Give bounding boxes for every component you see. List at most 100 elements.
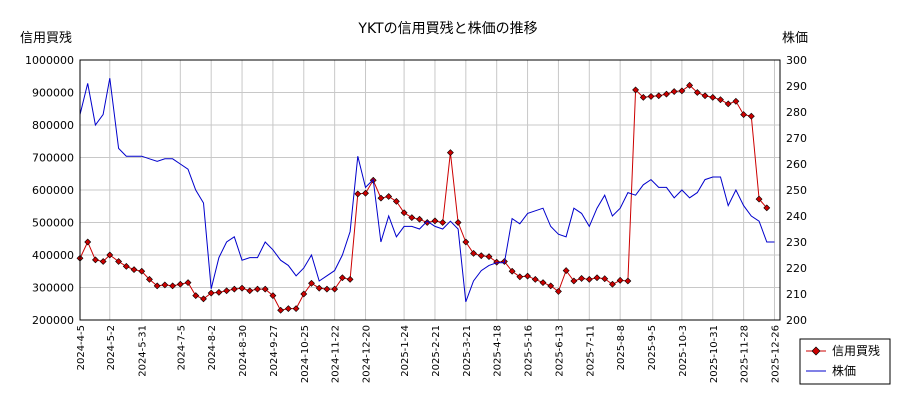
data-point [354,190,362,198]
y-left-tick-label: 900000 [32,87,74,100]
right-axis-title: 株価 [782,31,808,46]
x-tick-label: 2025-6-13 [554,325,565,377]
data-point [446,149,454,157]
y-right-tick-label: 200 [786,314,807,327]
chart-title: YKTの信用買残と株価の推移 [357,21,537,37]
x-tick-label: 2025-11-28 [740,325,751,383]
data-point [122,262,130,270]
data-point [99,258,107,265]
data-point [169,282,177,290]
y-left-tick-label: 500000 [32,217,74,230]
x-tick-label: 2024-5-2 [106,325,117,370]
data-point [647,92,655,100]
data-point [678,87,686,95]
data-point [207,289,215,297]
data-point [732,97,740,105]
y-right-tick-label: 260 [786,158,807,171]
data-point [462,238,470,246]
y-left-tick-label: 1000000 [25,54,74,67]
x-tick-label: 2025-10-3 [678,325,689,377]
y-left-tick-label: 600000 [32,184,74,197]
y-right-tick-label: 270 [786,132,807,145]
data-point [385,193,393,200]
x-tick-label: 2024-9-27 [269,325,280,377]
x-tick-label: 2025-8-8 [616,325,627,370]
data-point [215,288,223,296]
data-point [254,285,261,293]
legend-label-margin-buy: 信用買残 [832,344,880,358]
data-point [539,279,547,287]
data-point [161,281,169,289]
data-point [308,279,315,287]
data-point [454,219,462,226]
data-point [377,194,385,202]
data-point [338,274,346,282]
x-tick-label: 2024-12-20 [362,325,373,383]
data-point [431,217,439,225]
data-point [524,272,531,280]
data-point [609,280,616,288]
data-point [153,282,161,290]
x-tick-label: 2024-11-22 [331,325,342,383]
y-left-tick-label: 700000 [32,152,74,165]
x-tick-label: 2025-7-11 [585,325,596,377]
data-point [562,267,570,275]
data-point [655,92,663,100]
legend-label-stock-price: 株価 [832,363,856,378]
data-point [516,273,524,281]
data-point [763,204,771,212]
data-point [508,267,516,275]
data-point [686,81,694,89]
data-point [439,219,447,226]
data-point [485,253,493,261]
legend: 信用買残 株価 [799,338,891,385]
series-line-0 [79,84,768,311]
data-point [747,112,755,120]
left-axis-title: 信用買残 [20,31,72,46]
x-tick-label: 2024-8-2 [207,325,218,370]
data-point [624,277,632,285]
data-point [223,287,231,295]
y-left-tick-label: 200000 [32,314,74,327]
data-point [246,287,254,295]
plot-frame [79,59,781,321]
x-tick-label: 2025-4-18 [493,325,504,377]
data-point [555,287,562,295]
legend-box [799,338,891,385]
data-point [616,276,624,284]
legend-marker-margin-buy [811,346,821,356]
data-point [130,266,138,274]
data-point [408,214,416,222]
data-point [230,285,238,293]
grid [79,59,780,321]
x-tick-label: 2025-9-5 [647,325,658,370]
data-point [192,292,200,300]
data-point [740,111,748,119]
data-point [323,285,331,293]
data-point [693,89,701,96]
data-point [639,93,647,101]
data-point [709,93,717,101]
x-tick-label: 2024-5-31 [138,325,149,377]
data-point [292,305,300,313]
data-point [717,96,724,104]
data-point [238,284,246,292]
data-point [300,290,308,298]
y-right-tick-label: 220 [786,262,807,275]
data-point [724,100,732,108]
left-axis-ticks: 200000 300000 400000 500000 600000 700000 8000… [25,54,74,327]
x-tick-label: 2024-7-5 [176,325,187,370]
data-point [184,279,192,287]
data-point [200,295,207,303]
x-tick-label: 2025-12-26 [770,325,781,383]
data-point [176,280,184,288]
data-point [146,275,153,283]
x-tick-label: 2024-10-25 [300,325,311,383]
y-left-tick-label: 800000 [32,119,74,132]
data-point [284,305,292,313]
data-point [84,238,92,246]
x-tick-label: 2024-4-5 [76,325,87,370]
x-tick-label: 2024-8-30 [238,325,249,377]
data-point [585,275,593,283]
data-point [392,197,400,205]
